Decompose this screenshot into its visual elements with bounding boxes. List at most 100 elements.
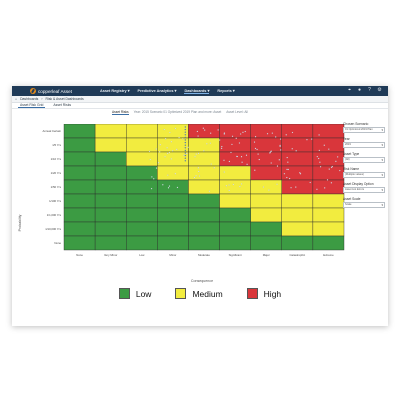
filter-select[interactable]: (All): [343, 157, 385, 163]
heatmap-cell-low[interactable]: [94, 235, 127, 251]
heatmap-cell-medium[interactable]: [219, 179, 251, 195]
asset-marker[interactable]: [276, 165, 279, 167]
user-icon[interactable]: ●: [357, 87, 362, 93]
heatmap-cell-low[interactable]: [219, 235, 251, 251]
heatmap-cell-low[interactable]: [188, 221, 220, 237]
heatmap-cell-low[interactable]: [94, 165, 127, 181]
filter-select[interactable]: 2019: [343, 142, 385, 148]
asset-marker[interactable]: [295, 150, 297, 152]
heatmap-cell-high[interactable]: [219, 137, 251, 153]
asset-marker[interactable]: [210, 163, 212, 165]
asset-marker[interactable]: [184, 157, 187, 159]
heatmap-cell-high[interactable]: [312, 165, 345, 181]
asset-marker[interactable]: [204, 129, 206, 131]
heatmap-cell-high[interactable]: [281, 137, 314, 153]
asset-marker[interactable]: [184, 139, 187, 141]
asset-marker[interactable]: [288, 177, 291, 180]
asset-marker[interactable]: [240, 156, 243, 158]
asset-marker[interactable]: [168, 151, 171, 154]
asset-marker[interactable]: [326, 179, 329, 181]
asset-marker[interactable]: [195, 153, 197, 155]
heatmap-cell-low[interactable]: [63, 124, 96, 139]
asset-marker[interactable]: [244, 130, 246, 133]
asset-marker[interactable]: [318, 157, 320, 160]
tab-asset-risks[interactable]: Asset Risks: [53, 103, 72, 107]
heatmap-cell-medium[interactable]: [126, 151, 158, 167]
asset-marker[interactable]: [176, 186, 179, 189]
asset-marker[interactable]: [245, 154, 248, 156]
asset-marker[interactable]: [148, 150, 151, 153]
asset-marker[interactable]: [254, 147, 257, 150]
heatmap-cell-low[interactable]: [312, 235, 345, 251]
heatmap-cell-low[interactable]: [219, 221, 251, 237]
asset-marker[interactable]: [220, 147, 223, 149]
asset-marker[interactable]: [286, 156, 288, 159]
asset-marker[interactable]: [197, 135, 199, 137]
subtab-asset-risks[interactable]: Asset Risks: [112, 110, 129, 115]
heatmap-cell-low[interactable]: [219, 207, 251, 223]
asset-marker[interactable]: [184, 152, 187, 154]
asset-marker[interactable]: [223, 171, 225, 173]
asset-marker[interactable]: [316, 188, 318, 190]
heatmap-cell-medium[interactable]: [312, 221, 345, 237]
asset-marker[interactable]: [184, 160, 187, 162]
heatmap-cell-low[interactable]: [63, 221, 96, 237]
asset-marker[interactable]: [184, 126, 187, 128]
heatmap-cell-medium[interactable]: [281, 221, 314, 237]
asset-marker[interactable]: [232, 183, 235, 186]
nav-item-dashboards[interactable]: Dashboards ▾: [184, 89, 210, 94]
asset-marker[interactable]: [219, 139, 221, 141]
heatmap-cell-low[interactable]: [63, 235, 96, 251]
heatmap-cell-low[interactable]: [94, 179, 127, 195]
asset-marker[interactable]: [217, 129, 219, 131]
breadcrumb-dashboards[interactable]: Dashboards: [20, 97, 39, 101]
heatmap-cell-medium[interactable]: [94, 124, 127, 139]
asset-marker[interactable]: [231, 143, 233, 146]
heatmap-cell-high[interactable]: [250, 137, 282, 153]
heatmap-cell-medium[interactable]: [250, 193, 282, 209]
heatmap-cell-high[interactable]: [312, 137, 345, 153]
heatmap-cell-medium[interactable]: [281, 193, 314, 209]
heatmap-cell-medium[interactable]: [94, 137, 127, 153]
asset-marker[interactable]: [240, 183, 243, 185]
asset-marker[interactable]: [174, 173, 176, 175]
breadcrumb-risk-asset-dashboards[interactable]: Risk & Asset Dashboards: [45, 97, 84, 101]
asset-marker[interactable]: [268, 189, 270, 191]
asset-marker[interactable]: [228, 184, 230, 186]
heatmap-cell-high[interactable]: [250, 151, 282, 167]
heatmap-cell-low[interactable]: [63, 207, 96, 223]
heatmap-cell-medium[interactable]: [219, 165, 251, 181]
asset-marker[interactable]: [286, 176, 288, 179]
heatmap-cell-high[interactable]: [250, 124, 282, 139]
heatmap-cell-low[interactable]: [94, 151, 127, 167]
asset-marker[interactable]: [323, 144, 325, 146]
heatmap-cell-high[interactable]: [281, 124, 314, 139]
heatmap-cell-low[interactable]: [94, 207, 127, 223]
asset-marker[interactable]: [168, 185, 171, 187]
asset-marker[interactable]: [236, 155, 239, 158]
heatmap-cell-low[interactable]: [63, 179, 96, 195]
heatmap-cell-high[interactable]: [281, 179, 314, 195]
asset-marker[interactable]: [235, 137, 237, 139]
asset-marker[interactable]: [197, 152, 200, 154]
asset-marker[interactable]: [316, 155, 318, 158]
asset-marker[interactable]: [202, 127, 204, 129]
heatmap-cell-low[interactable]: [126, 207, 158, 223]
asset-marker[interactable]: [170, 141, 172, 143]
app-logo[interactable]: copperleaf Asset: [30, 88, 72, 94]
nav-item-predictive-analytics[interactable]: Predictive Analytics ▾: [137, 89, 177, 93]
heatmap-cell-low[interactable]: [157, 193, 189, 209]
asset-marker[interactable]: [184, 149, 187, 152]
asset-marker[interactable]: [198, 175, 201, 177]
asset-marker[interactable]: [330, 182, 332, 184]
filter-select[interactable]: Scale: [343, 202, 385, 208]
asset-marker[interactable]: [184, 154, 187, 157]
heatmap-cell-medium[interactable]: [312, 193, 345, 209]
heatmap-cell-high[interactable]: [312, 151, 345, 167]
asset-marker[interactable]: [186, 152, 188, 155]
asset-marker[interactable]: [167, 174, 169, 176]
heatmap-cell-medium[interactable]: [250, 207, 282, 223]
heatmap-cell-low[interactable]: [63, 165, 96, 181]
heatmap-cell-medium[interactable]: [126, 124, 158, 139]
asset-marker[interactable]: [157, 162, 160, 164]
